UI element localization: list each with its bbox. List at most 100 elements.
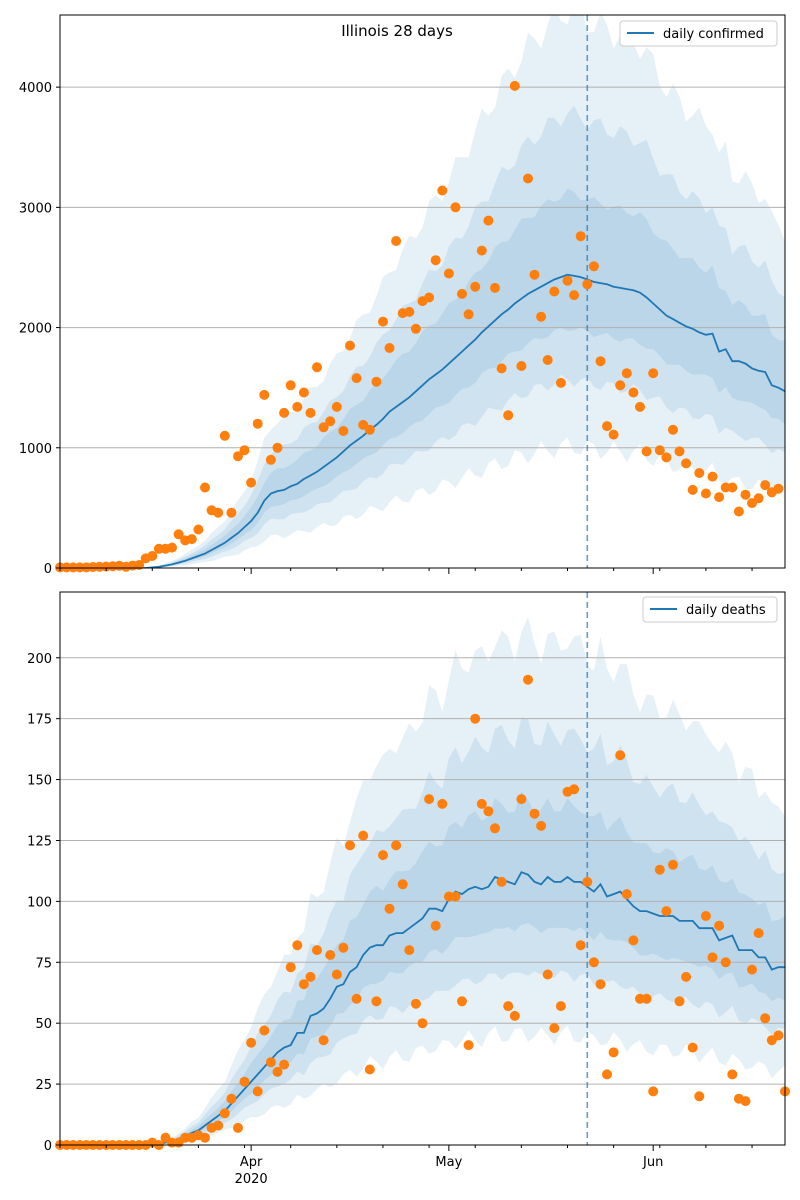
x-tick-label: Jun bbox=[642, 1155, 663, 1170]
axes-frame bbox=[59, 14, 786, 569]
data-point bbox=[345, 840, 355, 851]
y-tick-label: 0 bbox=[44, 1139, 52, 1154]
data-point bbox=[450, 202, 461, 213]
data-point bbox=[668, 424, 678, 435]
figure-title: Illinois 28 days bbox=[341, 22, 453, 40]
data-point bbox=[615, 750, 626, 761]
data-point bbox=[621, 368, 632, 379]
data-point bbox=[246, 477, 257, 488]
data-point bbox=[694, 1091, 705, 1102]
data-point bbox=[681, 458, 692, 469]
data-point bbox=[364, 1064, 375, 1075]
data-point bbox=[523, 674, 533, 685]
y-tick-label: 25 bbox=[35, 1078, 52, 1093]
data-point bbox=[265, 454, 276, 465]
data-point bbox=[700, 911, 711, 921]
data-point bbox=[542, 969, 553, 980]
data-point bbox=[753, 493, 764, 504]
series-line bbox=[60, 273, 785, 568]
data-point bbox=[318, 1035, 329, 1046]
data-point bbox=[292, 940, 303, 951]
data-point bbox=[424, 292, 435, 303]
y-tick-label: 150 bbox=[27, 774, 52, 789]
data-point bbox=[496, 363, 507, 374]
data-point bbox=[602, 421, 612, 432]
data-point bbox=[430, 255, 441, 266]
data-point bbox=[246, 1037, 257, 1048]
data-point bbox=[760, 1013, 771, 1024]
data-point bbox=[298, 387, 309, 398]
axes-frame bbox=[59, 591, 786, 1146]
data-point bbox=[463, 1040, 474, 1051]
data-point bbox=[516, 794, 527, 805]
data-point bbox=[476, 245, 487, 256]
data-point bbox=[331, 401, 342, 412]
data-point bbox=[259, 1025, 270, 1036]
data-point bbox=[608, 429, 619, 440]
data-point bbox=[384, 903, 395, 914]
data-point bbox=[272, 442, 283, 453]
legend-label: daily deaths bbox=[686, 603, 766, 618]
data-point bbox=[338, 426, 349, 436]
data-point bbox=[503, 410, 514, 421]
data-point bbox=[226, 1093, 237, 1104]
data-point bbox=[641, 993, 652, 1004]
data-point bbox=[740, 1096, 751, 1107]
data-point bbox=[707, 952, 718, 963]
data-point bbox=[226, 507, 237, 518]
legend-box bbox=[619, 20, 778, 47]
data-point bbox=[378, 316, 388, 327]
data-point bbox=[714, 492, 725, 503]
data-point bbox=[707, 471, 718, 482]
data-point bbox=[727, 1069, 738, 1080]
data-point bbox=[654, 864, 665, 875]
data-point bbox=[760, 480, 771, 491]
data-point bbox=[430, 920, 441, 931]
uncertainty-band bbox=[60, 716, 785, 1145]
data-point bbox=[628, 387, 639, 398]
data-point bbox=[641, 446, 652, 457]
data-point bbox=[318, 422, 329, 433]
data-point bbox=[562, 275, 573, 286]
data-point bbox=[687, 484, 698, 495]
data-point bbox=[536, 311, 547, 322]
data-point bbox=[325, 950, 336, 960]
data-point bbox=[588, 261, 599, 272]
data-point bbox=[463, 309, 474, 320]
data-point bbox=[470, 281, 481, 292]
data-point bbox=[173, 529, 184, 540]
data-point bbox=[457, 288, 467, 299]
data-point bbox=[714, 920, 725, 931]
data-point bbox=[621, 889, 632, 900]
data-point bbox=[608, 1047, 619, 1058]
data-point bbox=[733, 506, 744, 517]
data-point bbox=[773, 1030, 784, 1041]
data-point bbox=[483, 215, 494, 226]
data-point bbox=[279, 1059, 290, 1070]
data-point bbox=[727, 482, 738, 493]
data-point bbox=[575, 940, 586, 951]
data-point bbox=[252, 418, 263, 429]
data-point bbox=[213, 1120, 224, 1131]
uncertainty-band bbox=[60, 617, 785, 1145]
data-point bbox=[595, 979, 606, 990]
data-point bbox=[404, 945, 415, 956]
data-point bbox=[371, 996, 382, 1007]
data-point bbox=[410, 323, 421, 334]
y-tick-label: 100 bbox=[27, 895, 52, 910]
y-tick-label: 0 bbox=[44, 562, 52, 577]
y-tick-label: 3000 bbox=[19, 201, 52, 216]
data-point bbox=[747, 964, 757, 975]
y-tick-label: 125 bbox=[27, 834, 52, 849]
y-tick-label: 75 bbox=[35, 956, 52, 971]
data-point bbox=[364, 424, 375, 435]
data-point bbox=[674, 996, 685, 1007]
data-point bbox=[476, 798, 487, 809]
data-point bbox=[186, 534, 197, 545]
data-point bbox=[265, 1057, 276, 1068]
data-point bbox=[397, 879, 408, 890]
data-point bbox=[661, 906, 672, 917]
data-point bbox=[233, 1122, 243, 1133]
confirmed-legend: daily confirmed bbox=[619, 20, 778, 47]
